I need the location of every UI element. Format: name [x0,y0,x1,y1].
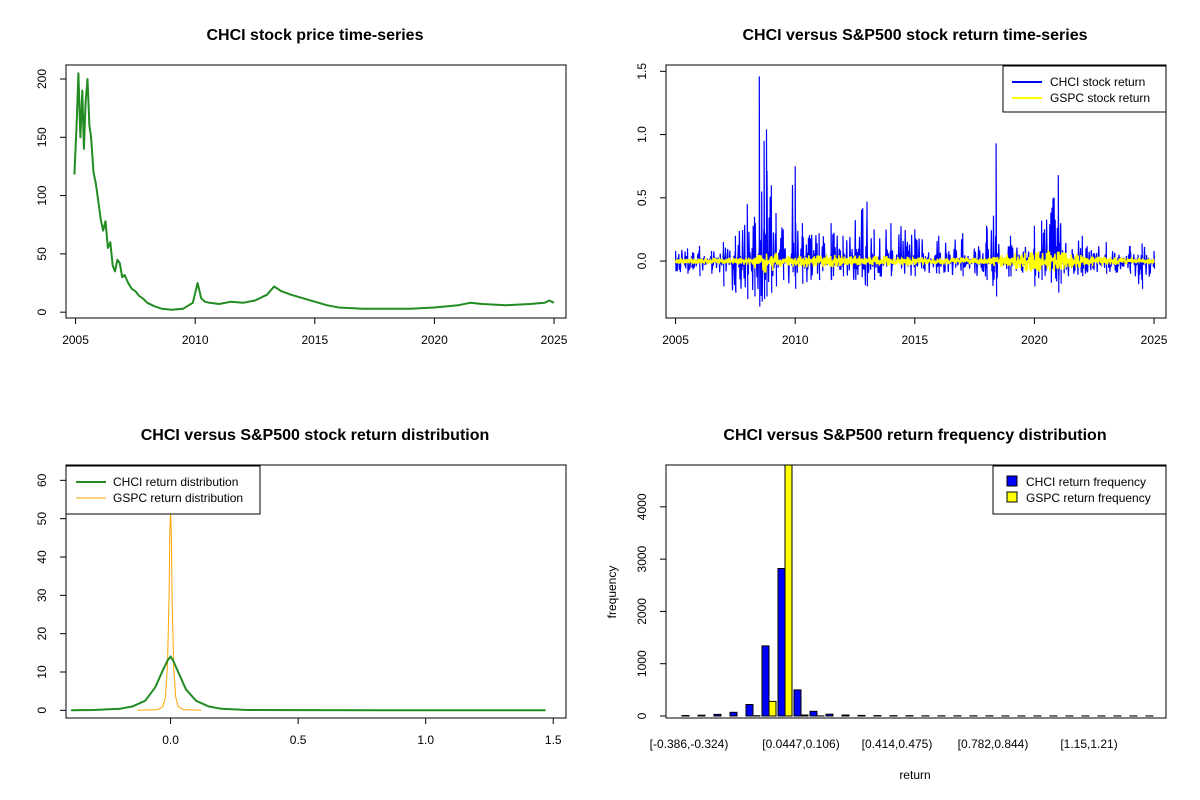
x-axis-label: return [899,768,930,782]
x-tick-label: [1.15,1.21) [1060,737,1117,751]
chci-frequency-bar [777,568,786,717]
panel-returns: CHCI versus S&P500 stock return time-ser… [635,27,1168,347]
chci-frequency-bar [841,714,850,717]
x-tick-label: [0.782,0.844) [958,737,1029,751]
plot-area [71,510,546,712]
gspc-density-line [137,510,202,711]
y-tick-label: 2000 [635,598,649,625]
y-tick-label: 10 [35,665,49,679]
y-tick-label: 0 [35,707,49,714]
gspc-frequency-bar [768,700,777,717]
chart-title: CHCI versus S&P500 stock return distribu… [141,427,490,444]
legend: CHCI return distribution GSPC return dis… [65,465,261,515]
gspc-frequency-bar [784,464,793,717]
legend-box [992,465,1167,515]
chci-frequency-bar [825,713,834,717]
plot-area [73,72,555,311]
y-tick-label: 30 [35,588,49,602]
legend-label-gspc: GSPC return distribution [113,491,243,505]
x-axis: [-0.386,-0.324) [0.0447,0.106) [0.414,0.47… [650,737,1118,751]
gspc-frequency-bar [800,714,809,717]
chci-frequency-bar [729,711,738,717]
y-tick-label: 150 [35,127,49,147]
y-tick-label: 0.5 [635,189,649,206]
x-tick-label: 2005 [662,333,689,347]
y-tick-label: 0 [35,309,49,316]
chart-title: CHCI versus S&P500 stock return time-ser… [742,27,1087,44]
legend: CHCI stock return GSPC stock return [1002,65,1167,113]
legend: CHCI return frequency GSPC return freque… [992,465,1167,515]
x-tick-label: [-0.386,-0.324) [650,737,729,751]
chci-frequency-bar [809,710,818,717]
legend-box [1002,65,1167,113]
x-tick-label: 0.5 [290,733,307,747]
x-tick-label: 1.0 [417,733,434,747]
legend-box [65,465,261,515]
legend-swatch-chci [1006,475,1018,487]
x-tick-label: 2015 [301,333,328,347]
y-axis: 0 50 100 150 200 [35,69,67,316]
y-tick-label: 60 [35,473,49,487]
y-tick-label: 100 [35,185,49,205]
y-axis: 0 1000 2000 3000 4000 [635,493,667,719]
y-axis: 0 10 20 30 40 50 60 [35,473,67,714]
x-tick-label: [0.414,0.475) [862,737,933,751]
y-tick-label: 40 [35,550,49,564]
legend-label-chci: CHCI return frequency [1026,475,1146,489]
y-tick-label: 0.0 [635,252,649,269]
y-tick-label: 200 [35,69,49,89]
legend-label-chci: CHCI stock return [1050,75,1145,89]
chci-frequency-bar [713,713,722,717]
x-tick-label: 2020 [421,333,448,347]
legend-label-chci: CHCI return distribution [113,475,238,489]
panel-histogram: CHCI versus S&P500 return frequency dist… [605,427,1167,782]
gspc-return-line [674,249,1155,273]
plot-area [674,76,1156,307]
y-tick-label: 3000 [635,545,649,572]
x-tick-label: [0.0447,0.106) [762,737,839,751]
x-tick-label: 1.5 [545,733,562,747]
chci-frequency-bar [793,689,802,717]
plot-area [681,464,1154,717]
chci-density-line [71,655,546,712]
legend-label-gspc: GSPC return frequency [1026,491,1151,505]
x-axis: 2005 2010 2015 2020 2025 [62,317,568,347]
chci-frequency-bar [857,714,866,717]
panel-density: CHCI versus S&P500 stock return distribu… [35,427,567,747]
chci-frequency-bar [681,715,690,717]
chci-frequency-bar [761,645,770,717]
y-tick-label: 20 [35,627,49,641]
y-axis: 0.0 0.5 1.0 1.5 [635,63,667,269]
chart-title: CHCI versus S&P500 return frequency dist… [723,427,1106,444]
y-tick-label: 1000 [635,650,649,677]
x-tick-label: 0.0 [162,733,179,747]
y-tick-label: 1.0 [635,126,649,143]
legend-swatch-gspc [1006,491,1018,503]
plot-frame [65,64,567,319]
legend-label-gspc: GSPC stock return [1050,91,1150,105]
x-tick-label: 2025 [1141,333,1168,347]
x-tick-label: 2015 [901,333,928,347]
x-tick-label: 2010 [782,333,809,347]
y-tick-label: 50 [35,247,49,261]
x-tick-label: 2020 [1021,333,1048,347]
y-tick-label: 1.5 [635,63,649,80]
x-tick-label: 2005 [62,333,89,347]
chci-frequency-bar [697,714,706,717]
y-tick-label: 0 [635,712,649,719]
x-tick-label: 2010 [182,333,209,347]
chart-title: CHCI stock price time-series [207,27,424,44]
x-tick-label: 2025 [541,333,568,347]
price-line [73,72,555,311]
y-axis-label: frequency [605,566,619,619]
x-axis: 0.0 0.5 1.0 1.5 [162,717,562,747]
panel-price: CHCI stock price time-series 2005 2010 201… [35,27,568,347]
y-tick-label: 4000 [635,493,649,520]
chci-frequency-bar [745,704,754,717]
y-tick-label: 50 [35,512,49,526]
x-axis: 2005 2010 2015 2020 2025 [662,317,1168,347]
